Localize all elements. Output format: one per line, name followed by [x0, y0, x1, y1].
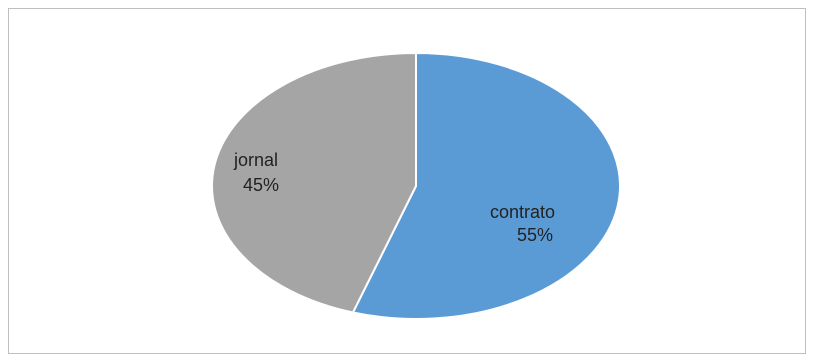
pie-slices [211, 51, 621, 320]
slice-percent-contrato: 55% [517, 225, 553, 245]
slice-label-jornal: jornal [233, 150, 278, 170]
pie-slice-jornal [211, 51, 417, 314]
slice-label-contrato: contrato [490, 202, 555, 222]
pie-slice-contrato [351, 51, 621, 320]
slice-percent-jornal: 45% [243, 175, 279, 195]
